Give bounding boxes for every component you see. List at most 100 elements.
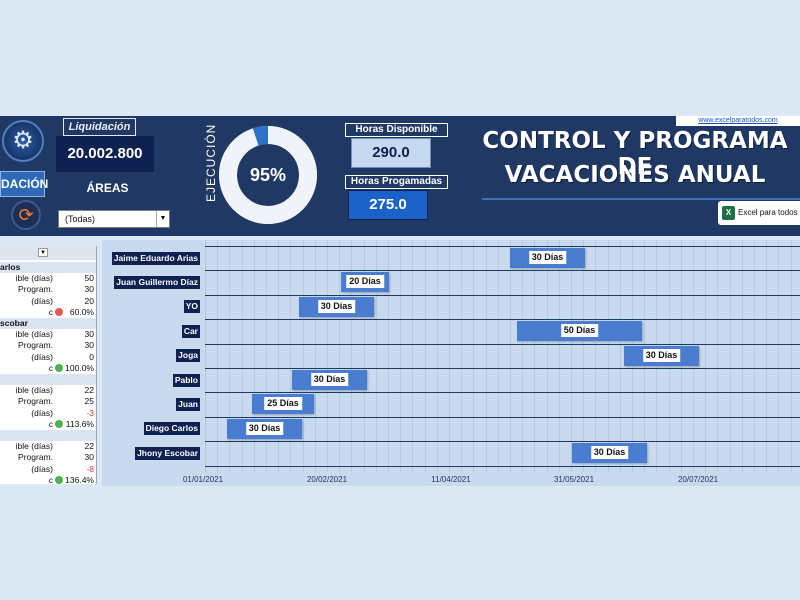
gantt-bar[interactable]: 30 Días (292, 370, 367, 390)
summary-row: Program. 30 (0, 452, 97, 463)
gantt-bar[interactable]: 30 Días (299, 297, 374, 317)
status-green-icon (55, 364, 63, 372)
grid-hline (205, 392, 800, 393)
summary-group-name (0, 374, 97, 385)
gantt-row-name: YO (184, 300, 200, 313)
summary-row: c 136.4% (0, 475, 97, 484)
grid-vline (571, 240, 572, 472)
grid-vline (205, 240, 206, 472)
summary-row: c 113.6% (0, 419, 97, 430)
gantt-row-name: Jhony Escobar (135, 447, 200, 460)
grid-vline (754, 240, 755, 472)
gantt-bar[interactable]: 30 Días (572, 443, 647, 463)
gantt-bar-label: 30 Días (591, 446, 629, 459)
summary-row-label: Program. (18, 452, 53, 463)
grid-vline (486, 240, 487, 472)
filter-dropdown-icon[interactable]: ▼ (38, 248, 48, 257)
grid-vline (400, 240, 401, 472)
axis-tick-label: 11/04/2021 (431, 475, 470, 484)
grid-hline (205, 417, 800, 418)
chevron-down-icon[interactable]: ▼ (156, 211, 169, 227)
grid-hline (205, 270, 800, 271)
dacion-button[interactable]: DACIÓN (0, 171, 45, 197)
grid-vline (608, 240, 609, 472)
grid-vline (742, 240, 743, 472)
page-title-line2: VACACIONES ANUAL (470, 162, 800, 188)
summary-panel: ▼ arlos ible (días) 50 Program. 30 (días) 20 c 6… (0, 246, 97, 484)
summary-row-label: ible (días) (16, 329, 53, 340)
horas-programadas-value: 275.0 (348, 190, 428, 220)
excel-badge[interactable]: X Excel para todos (718, 201, 800, 225)
gantt-bar[interactable]: 30 Días (227, 419, 302, 439)
summary-row: (días) 0 (0, 352, 97, 363)
grid-vline (522, 240, 523, 472)
gantt-bar-label: 30 Días (529, 251, 567, 264)
summary-row-label: Program. (18, 340, 53, 351)
axis-tick-label: 01/01/2021 (183, 475, 223, 484)
grid-vline (510, 240, 511, 472)
summary-row-value: 30 (85, 452, 94, 463)
summary-row-value: 50 (85, 273, 94, 284)
gantt-row-name: Juan Guillermo Díaz (114, 276, 200, 289)
gantt-chart: 30 Días 20 Días 30 Días 50 Días 30 Días 30 Dí… (102, 240, 800, 486)
grid-vline (583, 240, 584, 472)
summary-row-label: Program. (18, 284, 53, 295)
status-green-icon (55, 476, 63, 484)
gantt-bar[interactable]: 25 Días (252, 394, 314, 414)
site-link[interactable]: www.excelparatodos.com (676, 116, 800, 126)
grid-vline (717, 240, 718, 472)
grid-vline (425, 240, 426, 472)
summary-row-value: 60.0% (70, 307, 94, 318)
summary-row-label: c (49, 475, 53, 484)
summary-row-value: 25 (85, 396, 94, 407)
horas-disponible-value: 290.0 (351, 138, 431, 168)
summary-row-label: (días) (31, 296, 53, 307)
summary-header: ▼ (0, 246, 97, 260)
gantt-row-name: Joga (176, 349, 200, 362)
gantt-bar[interactable]: 20 Días (341, 272, 389, 292)
summary-row: Program. 30 (0, 340, 97, 351)
summary-row-label: (días) (31, 408, 53, 419)
gantt-bar-label: 30 Días (643, 349, 681, 362)
grid-vline (559, 240, 560, 472)
summary-row-value: 100.0% (65, 363, 94, 374)
summary-row: ible (días) 22 (0, 441, 97, 452)
grid-vline (461, 240, 462, 472)
liquidacion-value: 20.002.800 (56, 136, 154, 172)
refresh-icon[interactable]: ⟳ (11, 200, 41, 230)
gantt-names: Jaime Eduardo Arias Juan Guillermo Díaz YO… (104, 244, 200, 464)
grid-vline (412, 240, 413, 472)
grid-vline (437, 240, 438, 472)
summary-row-label: c (49, 363, 53, 374)
summary-row-label: c (49, 307, 53, 318)
summary-row: c 100.0% (0, 363, 97, 374)
areas-select[interactable]: (Todas) ▼ (58, 210, 170, 228)
grid-vline (498, 240, 499, 472)
summary-row-value: 22 (85, 441, 94, 452)
title-underline (482, 198, 800, 200)
summary-row-value: 30 (85, 340, 94, 351)
liquidacion-label: Liquidación (63, 118, 136, 136)
grid-vline (778, 240, 779, 472)
grid-hline (205, 344, 800, 345)
gantt-bar[interactable]: 50 Días (517, 321, 642, 341)
summary-group-name (0, 430, 97, 441)
gear-icon[interactable]: ⚙ (2, 120, 44, 162)
summary-row: (días) -3 (0, 408, 97, 419)
grid-vline (327, 240, 328, 472)
status-red-icon (55, 308, 63, 316)
grid-hline (205, 441, 800, 442)
grid-vline (620, 240, 621, 472)
gantt-bar-label: 30 Días (318, 300, 356, 313)
summary-group-name: scobar (0, 318, 97, 329)
summary-row-value: -3 (86, 408, 94, 419)
grid-vline (303, 240, 304, 472)
summary-row: ible (días) 50 (0, 273, 97, 284)
summary-row-value: 22 (85, 385, 94, 396)
gantt-bar[interactable]: 30 Días (510, 248, 585, 268)
grid-vline (705, 240, 706, 472)
grid-vline (547, 240, 548, 472)
summary-row-label: ible (días) (16, 385, 53, 396)
summary-row-label: c (49, 419, 53, 430)
gantt-bar[interactable]: 30 Días (624, 346, 699, 366)
